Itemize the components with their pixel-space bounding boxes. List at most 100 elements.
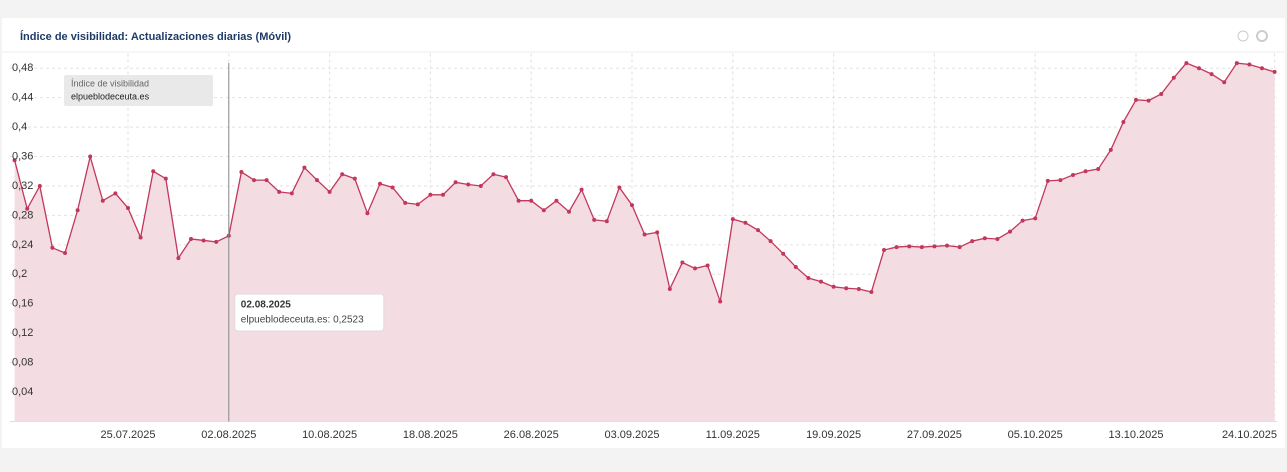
x-tick-label: 02.08.2025 <box>201 429 256 441</box>
x-tick-label: 11.09.2025 <box>706 429 760 441</box>
point <box>252 178 256 183</box>
plot: 0,04 0,08 0,12 0,16 0,2 0,24 0,28 0,32 0,36 0,4 0,… <box>10 53 1277 441</box>
point <box>1159 91 1164 96</box>
point <box>1108 147 1113 152</box>
point <box>1209 72 1214 77</box>
point <box>453 180 458 185</box>
y-tick-label: 0,44 <box>12 92 33 104</box>
y-tick-label: 0,48 <box>12 62 33 74</box>
point <box>163 176 168 181</box>
x-tick-label: 03.09.2025 <box>604 429 659 441</box>
y-tick-label: 0,4 <box>12 121 27 133</box>
point <box>340 172 345 177</box>
point <box>302 165 307 170</box>
point <box>466 182 471 187</box>
help-icon[interactable] <box>1237 30 1249 42</box>
point <box>75 208 80 213</box>
y-tick-label: 0,16 <box>12 298 33 310</box>
point <box>25 206 30 211</box>
point <box>100 198 105 203</box>
settings-icon[interactable] <box>1256 30 1268 42</box>
point <box>390 185 395 190</box>
y-tick-label: 0,36 <box>12 150 33 162</box>
point <box>138 235 143 240</box>
point <box>1146 98 1151 103</box>
point <box>1260 66 1264 71</box>
point <box>37 183 42 188</box>
point <box>1134 97 1138 102</box>
point <box>289 191 294 196</box>
point <box>12 158 17 163</box>
x-tick-label: 13.10.2025 <box>1108 429 1163 441</box>
x-tick-label: 18.08.2025 <box>403 429 458 441</box>
point <box>478 183 483 188</box>
point <box>1197 66 1201 71</box>
point <box>667 287 672 292</box>
x-tick-label: 25.07.2025 <box>100 429 155 441</box>
y-tick-label: 0,08 <box>12 357 33 369</box>
point <box>63 250 67 255</box>
tooltip-title: 02.08.2025 <box>241 300 291 311</box>
point <box>945 243 949 248</box>
x-tick-label: 24.10.2025 <box>1222 429 1277 441</box>
point <box>126 206 130 211</box>
point <box>907 244 912 249</box>
point <box>856 287 861 292</box>
point <box>214 239 219 244</box>
point <box>781 251 786 256</box>
point <box>592 217 597 222</box>
y-tick-label: 0,28 <box>12 209 33 221</box>
point <box>743 220 748 225</box>
tooltip-box <box>234 293 385 332</box>
point <box>415 202 420 207</box>
point <box>1096 167 1101 172</box>
point <box>756 228 760 233</box>
legend-box <box>64 75 213 106</box>
point <box>176 256 181 261</box>
point <box>680 260 685 265</box>
point <box>504 175 508 180</box>
chart-title: Índice de visibilidad: Actualizaciones d… <box>20 30 291 43</box>
point <box>365 211 370 216</box>
point <box>403 200 408 205</box>
area-fill <box>14 63 1275 422</box>
point <box>1020 218 1025 223</box>
point <box>604 219 609 224</box>
point <box>844 286 849 291</box>
point <box>1045 178 1050 183</box>
point <box>957 245 962 250</box>
y-tick-label: 0,04 <box>12 386 33 398</box>
point <box>970 239 975 244</box>
point <box>1222 80 1227 85</box>
point <box>655 230 660 235</box>
point <box>201 238 206 243</box>
point <box>617 185 622 190</box>
point <box>1247 62 1252 67</box>
point <box>1008 229 1012 234</box>
point <box>428 192 433 197</box>
point <box>113 191 118 196</box>
point <box>831 284 836 289</box>
point <box>1272 69 1277 74</box>
point <box>1171 75 1176 80</box>
point <box>793 264 798 269</box>
point <box>693 266 697 271</box>
point <box>441 192 445 197</box>
x-tick-label: 27.09.2025 <box>907 429 962 441</box>
x-tick-label: 10.08.2025 <box>302 429 357 441</box>
x-tick-label: 19.09.2025 <box>806 429 861 441</box>
point <box>352 176 357 181</box>
point <box>730 217 735 222</box>
point <box>1071 172 1075 177</box>
tooltip-text: elpueblodeceuta.es: 0,2523 <box>241 315 364 326</box>
point <box>567 209 571 214</box>
point <box>579 187 584 192</box>
point <box>630 203 634 208</box>
point <box>705 263 710 268</box>
point <box>932 244 937 249</box>
point <box>982 236 987 241</box>
point <box>1121 119 1126 124</box>
point <box>151 169 156 174</box>
point <box>189 236 193 241</box>
